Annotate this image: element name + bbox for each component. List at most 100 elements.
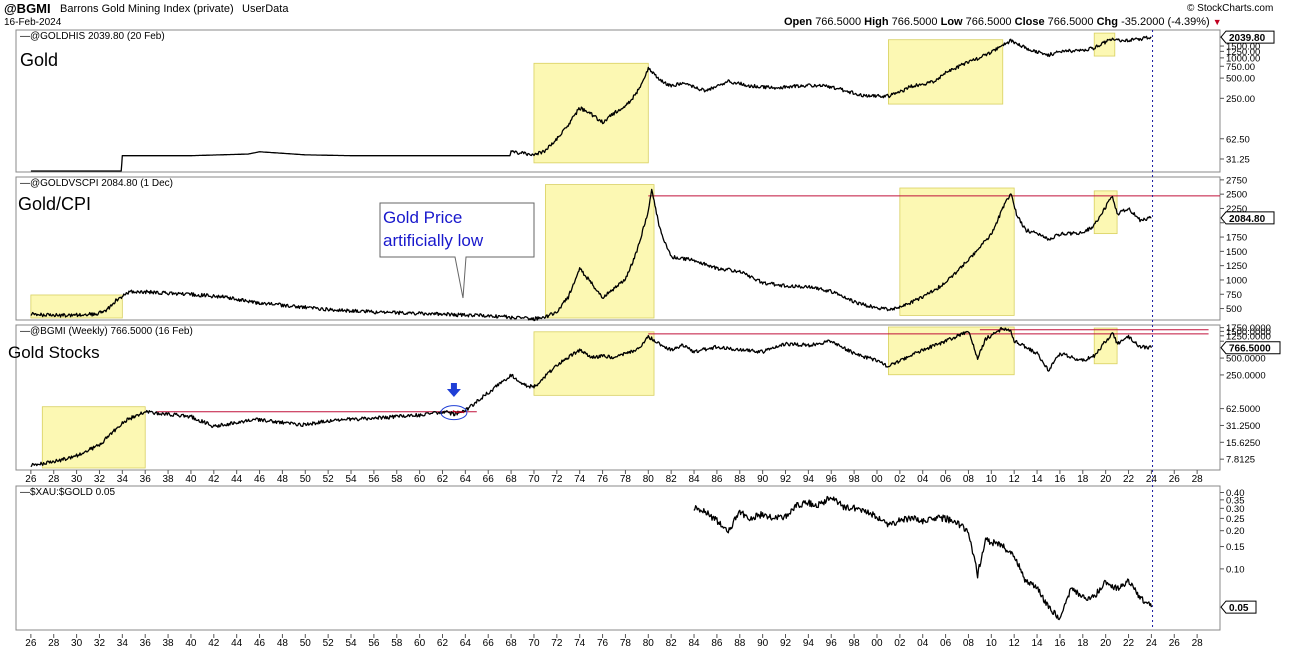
y-tick-label: 1000 xyxy=(1226,275,1247,286)
x-tick-label: 26 xyxy=(25,474,37,485)
callout-line-1: Gold Price xyxy=(383,208,462,227)
x-tick-label: 84 xyxy=(688,638,700,649)
x-axis-2: 26 28 30 32 34 36 38 40 42 44 46 48 50 52 54 56 58 60 62 64… xyxy=(25,634,1203,649)
x-tick-label: 28 xyxy=(48,638,60,649)
high-label: High xyxy=(864,16,889,28)
x-tick-label: 22 xyxy=(1123,638,1135,649)
x-tick-label: 82 xyxy=(666,474,678,485)
close-value: 766.5000 xyxy=(1047,16,1094,28)
x-tick-label: 82 xyxy=(666,638,678,649)
x-tick-label: 06 xyxy=(940,638,952,649)
x-tick-label: 36 xyxy=(140,474,152,485)
x-tick-label: 26 xyxy=(1169,474,1181,485)
highlight-box xyxy=(544,184,655,319)
y-tick-label: 500.00 xyxy=(1226,74,1255,85)
annotation-callout: Gold Price artificially low xyxy=(379,202,535,299)
x-tick-label: 88 xyxy=(734,474,746,485)
panel-label: Gold xyxy=(20,50,58,70)
y-tick-label: 0.15 xyxy=(1226,542,1245,553)
last-value-box xyxy=(1220,341,1281,355)
x-tick-label: 30 xyxy=(71,474,83,485)
x-tick-label: 94 xyxy=(803,474,815,485)
x-tick-label: 98 xyxy=(849,638,861,649)
x-tick-label: 64 xyxy=(460,638,472,649)
x-tick-label: 40 xyxy=(185,638,197,649)
x-tick-label: 30 xyxy=(71,638,83,649)
panel-label: Gold Stocks xyxy=(8,343,100,362)
last-value-box xyxy=(1220,30,1275,44)
x-tick-label: 86 xyxy=(711,638,723,649)
highlight-box xyxy=(888,326,1015,376)
panel-frame xyxy=(15,485,1221,631)
x-tick-label: 26 xyxy=(25,638,37,649)
chart-date: 16-Feb-2024 xyxy=(4,17,62,28)
chart-symbol: @BGMI xyxy=(4,1,51,16)
low-label: Low xyxy=(940,16,963,28)
price-line xyxy=(30,188,1152,322)
x-tick-label: 66 xyxy=(483,638,495,649)
x-tick-label: 28 xyxy=(48,474,60,485)
x-tick-label: 38 xyxy=(163,474,175,485)
last-value-label: 2039.80 xyxy=(1229,33,1266,44)
x-tick-label: 80 xyxy=(643,474,655,485)
last-value-label: 766.5000 xyxy=(1229,344,1271,355)
x-tick-label: 92 xyxy=(780,638,792,649)
y-tick-label: 1500 xyxy=(1226,247,1247,258)
y-tick-label: 750.00 xyxy=(1226,62,1255,73)
highlight-box xyxy=(41,406,146,469)
x-tick-label: 28 xyxy=(1192,474,1204,485)
open-value: 766.5000 xyxy=(815,16,862,28)
x-tick-label: 02 xyxy=(894,638,906,649)
open-label: Open xyxy=(784,16,813,28)
last-value-label: 2084.80 xyxy=(1229,214,1266,225)
x-tick-label: 54 xyxy=(345,474,357,485)
callout-line-2: artificially low xyxy=(383,231,484,250)
y-tick-label: 0.35 xyxy=(1226,495,1245,506)
x-tick-label: 48 xyxy=(277,638,289,649)
x-tick-label: 56 xyxy=(368,638,380,649)
y-tick-label: 500 xyxy=(1226,304,1242,315)
x-tick-label: 32 xyxy=(94,474,106,485)
y-tick-label: 0.40 xyxy=(1226,488,1245,499)
panel-4: 0.10 0.15 0.200.250.300.350.40 0.05 —$XAU:$G… xyxy=(15,485,1257,631)
x-tick-label: 04 xyxy=(917,638,929,649)
x-tick-label: 68 xyxy=(506,474,518,485)
x-tick-label: 12 xyxy=(1009,474,1021,485)
x-tick-label: 24 xyxy=(1146,474,1158,485)
x-tick-label: 52 xyxy=(323,474,335,485)
x-tick-label: 56 xyxy=(368,474,380,485)
x-tick-label: 86 xyxy=(711,474,723,485)
x-tick-label: 00 xyxy=(871,474,883,485)
x-tick-label: 42 xyxy=(208,638,220,649)
x-tick-label: 36 xyxy=(140,638,152,649)
x-tick-label: 10 xyxy=(986,474,998,485)
x-tick-label: 88 xyxy=(734,638,746,649)
y-tick-label: 15.6250 xyxy=(1226,438,1260,449)
x-tick-label: 20 xyxy=(1100,638,1112,649)
x-tick-label: 94 xyxy=(803,638,815,649)
x-axis-1: 26 28 30 32 34 36 38 40 42 44 46 48 50 52 54 56 58 60 62 64… xyxy=(25,470,1203,485)
y-tick-label: 250.0000 xyxy=(1226,370,1266,381)
y-tick-label: 1250.00 xyxy=(1226,47,1260,58)
y-tick-label: 1250 xyxy=(1226,261,1247,272)
y-tick-label: 1500.00 xyxy=(1226,42,1260,53)
x-tick-label: 58 xyxy=(391,474,403,485)
x-tick-label: 10 xyxy=(986,638,998,649)
x-tick-label: 06 xyxy=(940,474,952,485)
x-tick-label: 62 xyxy=(437,638,449,649)
down-marker xyxy=(452,410,465,414)
close-label: Close xyxy=(1014,16,1045,28)
highlight-ellipse xyxy=(440,405,468,421)
y-tick-label: 0.30 xyxy=(1226,504,1245,515)
panel-legend: —@GOLDHIS 2039.80 (20 Feb) xyxy=(20,31,165,42)
y-tick-label: 2500 xyxy=(1226,190,1247,201)
x-tick-label: 62 xyxy=(437,474,449,485)
price-line xyxy=(693,495,1153,621)
x-tick-label: 04 xyxy=(917,474,929,485)
x-tick-label: 96 xyxy=(826,474,838,485)
panel-legend: —$XAU:$GOLD 0.05 xyxy=(20,487,115,498)
x-tick-label: 66 xyxy=(483,474,495,485)
x-tick-label: 72 xyxy=(551,474,563,485)
panel-3: 7.8125 15.6250 31.2500 62.5000 250.0000 500.0… xyxy=(8,323,1281,471)
panel-legend: —@BGMI (Weekly) 766.5000 (16 Feb) xyxy=(20,326,193,337)
